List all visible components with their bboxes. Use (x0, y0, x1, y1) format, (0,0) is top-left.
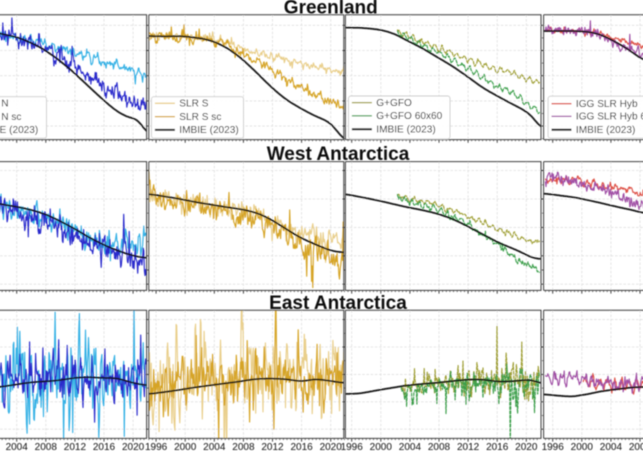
svg-text:IGG SLR Hyb 60x60: IGG SLR Hyb 60x60 (576, 112, 643, 123)
svg-text:SLR S: SLR S (179, 99, 208, 110)
svg-text:IMBIE (2023): IMBIE (2023) (576, 125, 635, 136)
svg-text:2016: 2016 (290, 442, 313, 451)
svg-text:2012: 2012 (64, 442, 87, 451)
svg-text:IGG SLR Hyb: IGG SLR Hyb (576, 99, 638, 110)
svg-text:2008: 2008 (428, 442, 451, 451)
svg-text:2004: 2004 (600, 442, 623, 451)
svg-text:2000: 2000 (370, 442, 393, 451)
svg-text:2004: 2004 (203, 442, 226, 451)
svg-text:2008: 2008 (232, 442, 255, 451)
svg-text:G+GFO: G+GFO (376, 98, 412, 109)
svg-text:Greenland: Greenland (284, 0, 378, 19)
svg-text:SLR N: SLR N (0, 99, 9, 110)
svg-text:IMBIE (2023): IMBIE (2023) (376, 124, 435, 135)
svg-text:SLR S sc: SLR S sc (179, 112, 221, 123)
svg-text:2020: 2020 (320, 442, 343, 451)
svg-text:2016: 2016 (486, 442, 509, 451)
svg-text:2000: 2000 (174, 442, 197, 451)
svg-text:2004: 2004 (399, 442, 422, 451)
svg-text:IMBIE (2023): IMBIE (2023) (179, 125, 238, 136)
svg-text:2004: 2004 (6, 442, 29, 451)
svg-text:2012: 2012 (457, 442, 480, 451)
svg-text:2020: 2020 (122, 442, 145, 451)
svg-text:2000: 2000 (571, 442, 594, 451)
svg-text:SLR N sc: SLR N sc (0, 112, 21, 123)
svg-text:West Antarctica: West Antarctica (267, 144, 410, 165)
svg-text:G+GFO 60x60: G+GFO 60x60 (376, 111, 442, 122)
svg-text:IMBIE (2023): IMBIE (2023) (0, 125, 38, 136)
svg-text:2008: 2008 (35, 442, 58, 451)
svg-text:2008: 2008 (629, 442, 643, 451)
svg-text:1996: 1996 (542, 442, 565, 451)
svg-text:1996: 1996 (341, 442, 364, 451)
svg-text:2012: 2012 (261, 442, 284, 451)
svg-text:2020: 2020 (515, 442, 538, 451)
svg-text:1996: 1996 (145, 442, 168, 451)
svg-text:2016: 2016 (93, 442, 116, 451)
svg-text:East Antarctica: East Antarctica (269, 293, 407, 314)
